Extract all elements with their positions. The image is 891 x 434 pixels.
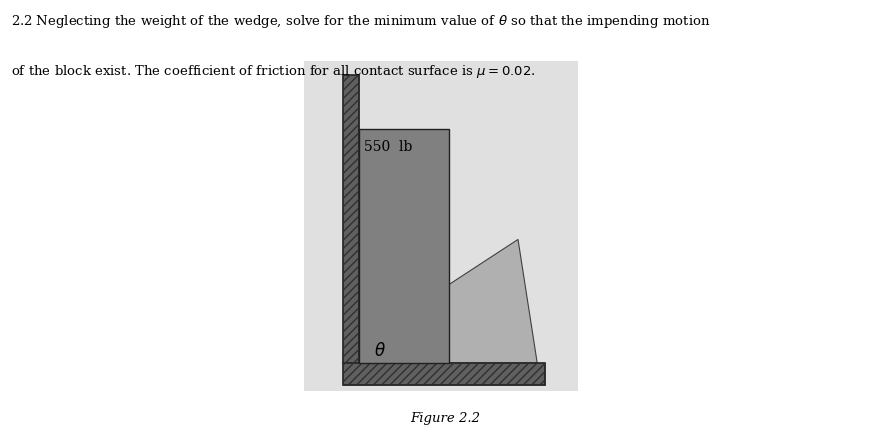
Text: Figure 2.2: Figure 2.2 (411, 412, 480, 425)
Text: 550  lb: 550 lb (364, 141, 413, 155)
Text: 2.2 Neglecting the weight of the wedge, solve for the minimum value of $\theta$ : 2.2 Neglecting the weight of the wedge, … (11, 13, 710, 30)
Text: of the block exist. The coefficient of friction for all contact surface is $\mu : of the block exist. The coefficient of f… (11, 63, 535, 80)
Bar (343, 75, 358, 363)
Bar (343, 75, 358, 363)
Text: $\theta$: $\theta$ (373, 342, 386, 360)
Bar (343, 363, 545, 385)
Bar (343, 363, 545, 385)
Polygon shape (343, 240, 537, 363)
Bar (358, 129, 449, 363)
